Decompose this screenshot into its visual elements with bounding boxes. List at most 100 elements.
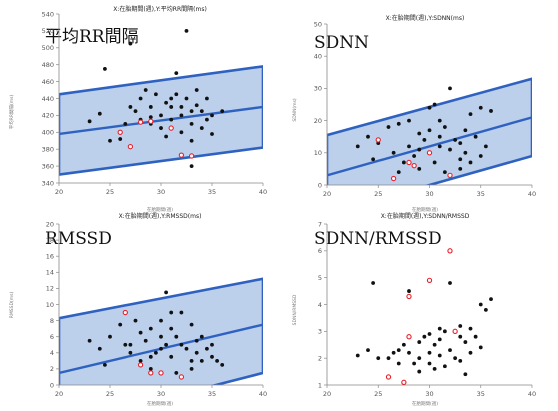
plot-area: 20 25 30 35 40 1 2 3 4 5 6 7 (318, 220, 536, 398)
y-tick-label: 10 (314, 149, 322, 157)
data-point (468, 112, 473, 117)
data-point (138, 358, 143, 363)
data-point (108, 138, 112, 143)
y-tick-label: 480 (42, 61, 54, 69)
y-tick-label: 7 (318, 220, 322, 228)
data-point-highlight (117, 129, 123, 135)
y-tick-label: 4 (318, 301, 322, 309)
x-tick-label: 30 (157, 188, 165, 196)
data-point (432, 102, 437, 107)
data-point (194, 88, 199, 92)
data-point-highlight (137, 119, 144, 125)
data-point (220, 362, 225, 367)
plot-sdnn: X:在胎期間(週),Y:SDNN(ms) SDNN 在胎期間(週) SDNN(m… (292, 14, 536, 213)
y-tick-label: 460 (42, 78, 54, 86)
x-tick-label: 25 (374, 390, 382, 398)
y-tick-label: 18 (46, 236, 54, 244)
data-point (164, 134, 169, 139)
data-point (417, 356, 422, 361)
data-point-highlight (406, 293, 412, 300)
y-axis-label: RMSSD(ms) (9, 292, 15, 319)
data-point (468, 160, 473, 165)
y-tick-label: 500 (42, 44, 54, 52)
data-point (128, 342, 133, 347)
data-point (123, 342, 128, 347)
data-point (184, 29, 189, 33)
data-point (199, 126, 204, 130)
y-axis-label: 平均RR間隔(ms) (8, 95, 15, 130)
data-point (164, 100, 169, 105)
data-point (199, 109, 204, 114)
data-point (458, 334, 463, 339)
data-point (448, 147, 452, 152)
data-point (437, 134, 442, 139)
data-point (483, 144, 488, 149)
data-point (448, 348, 452, 353)
plot-area: 20 25 30 35 40 340 360 380 400 420 440 460 480 500 520… (42, 10, 268, 196)
y-tick-label: 360 (42, 162, 54, 170)
y-tick-label: 0 (318, 181, 322, 189)
plot-area: 20 25 30 35 40 0 10 20 30 40 50 (314, 20, 536, 198)
plot-label: RMSSD (45, 229, 112, 249)
x-axis-label: 在胎期間(週) (412, 400, 438, 407)
data-point (453, 138, 458, 142)
data-point (205, 96, 209, 101)
x-tick-label: 40 (259, 390, 267, 398)
data-point (437, 144, 442, 149)
data-point (417, 167, 422, 171)
data-point (396, 121, 401, 126)
data-point (164, 342, 169, 347)
data-point (148, 326, 153, 331)
data-point (205, 346, 209, 351)
plot-label: SDNN (314, 33, 369, 53)
data-point (458, 167, 463, 171)
y-tick-label: 0 (50, 381, 54, 389)
data-point-highlight (178, 152, 185, 158)
data-point (210, 342, 214, 347)
data-point (179, 113, 184, 118)
data-point-highlight (390, 175, 397, 182)
data-point (407, 289, 411, 293)
data-point-highlight (426, 277, 433, 283)
plot-rmssd: X:在胎期間(週),Y:RMSSD(ms) RMSSD 在胎期間(週) RMSS… (9, 212, 267, 407)
data-point (437, 353, 442, 358)
data-point (478, 105, 483, 110)
data-point (366, 134, 370, 139)
data-point (159, 346, 163, 351)
x-tick-label: 20 (323, 190, 331, 198)
data-point (164, 290, 169, 295)
data-point (386, 356, 391, 361)
data-point-highlight (447, 248, 453, 254)
data-point (189, 164, 194, 169)
data-point (478, 302, 483, 307)
x-tick-label: 20 (55, 188, 63, 196)
data-point (463, 128, 468, 133)
data-point (97, 346, 102, 351)
y-tick-label: 12 (46, 285, 54, 293)
data-point (194, 103, 199, 108)
data-point (159, 126, 163, 130)
y-tick-label: 380 (42, 146, 54, 154)
x-tick-label: 35 (477, 390, 485, 398)
data-point (463, 150, 468, 155)
data-point (468, 326, 473, 331)
data-point (478, 154, 483, 158)
data-point (123, 121, 128, 126)
data-point (128, 41, 133, 46)
data-point (458, 358, 463, 363)
data-point (189, 109, 194, 114)
data-point (458, 324, 463, 328)
data-point (422, 138, 427, 142)
x-tick-label: 25 (106, 188, 114, 196)
data-point (128, 105, 133, 109)
data-point (463, 340, 468, 344)
y-tick-label: 6 (318, 247, 322, 255)
data-point (143, 88, 148, 92)
data-point (407, 118, 411, 123)
data-point (210, 113, 214, 118)
y-tick-label: 50 (314, 20, 322, 28)
x-axis-label: 在胎期間(週) (412, 206, 438, 213)
data-point (453, 356, 458, 361)
y-tick-label: 20 (46, 220, 54, 228)
y-tick-label: 30 (314, 85, 322, 93)
